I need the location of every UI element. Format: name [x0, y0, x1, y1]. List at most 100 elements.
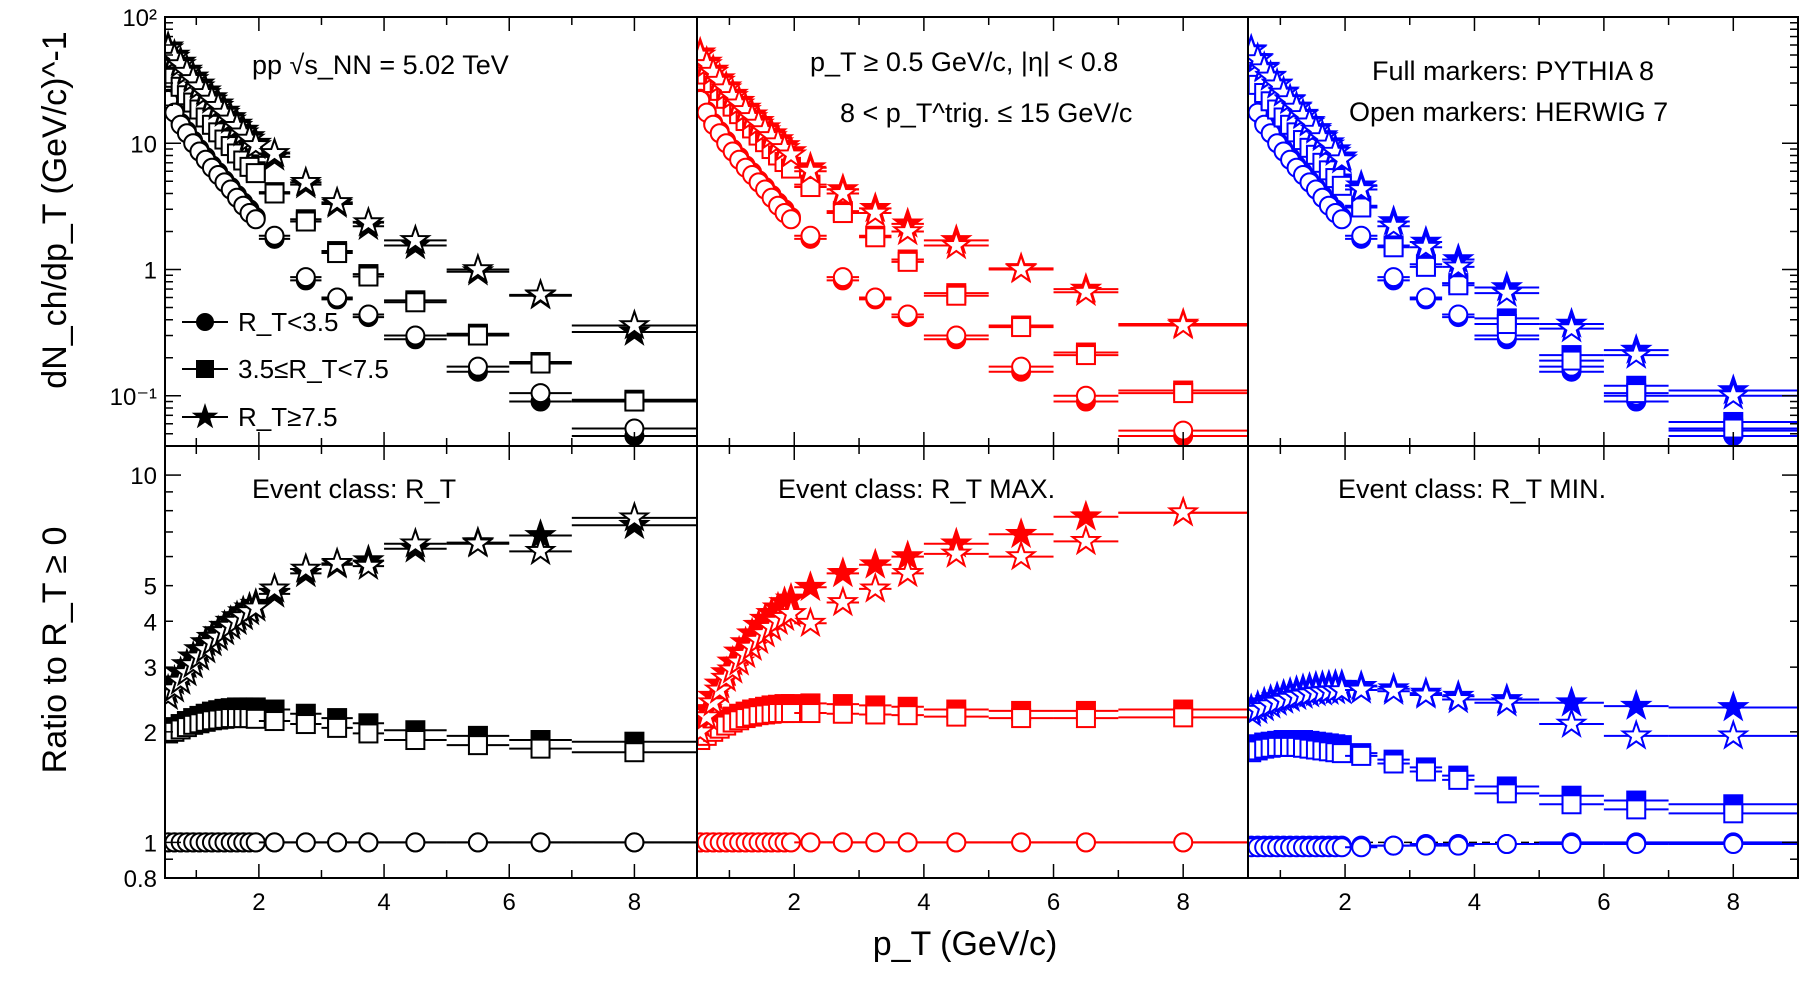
data-point-square	[1448, 769, 1469, 790]
data-point-square	[467, 325, 488, 346]
data-point-star	[239, 590, 273, 622]
data-point-square	[1415, 761, 1436, 782]
data-point-square	[245, 708, 266, 729]
data-point-star	[794, 570, 827, 602]
event-class-middle: Event class: R_T MAX.	[778, 474, 1055, 504]
data-point-star	[891, 556, 924, 588]
data-point-star	[1717, 718, 1750, 750]
data-point-star	[826, 556, 860, 588]
data-point-star	[1490, 275, 1524, 308]
data-point-square	[865, 704, 886, 725]
data-point-star	[289, 165, 323, 197]
data-point-circle	[1415, 287, 1436, 308]
data-point-square	[1496, 314, 1517, 335]
data-point-square	[1075, 345, 1096, 366]
data-point-star	[618, 500, 651, 532]
data-point-star	[1717, 378, 1750, 410]
data-point-star	[1717, 690, 1750, 722]
y-tick-label: 1	[144, 830, 157, 857]
bottom-y-axis-title: Ratio to R_T ≥ 0	[36, 527, 74, 774]
legend-marker-star	[191, 403, 219, 429]
data-point-star	[399, 223, 432, 255]
data-point-square	[1626, 383, 1647, 404]
data-point-star	[461, 252, 495, 284]
data-point-star	[774, 596, 808, 628]
y-tick-label: 2	[144, 720, 157, 747]
data-point-square	[327, 717, 348, 738]
legend-marker-square	[196, 360, 214, 378]
data-point-star	[618, 308, 651, 340]
data-point-circle	[897, 304, 918, 325]
data-point-square	[832, 703, 853, 724]
data-point-star	[1409, 677, 1443, 709]
open-markers-annotation: Open markers: HERWIG 7	[1349, 97, 1668, 127]
data-point-star	[1490, 685, 1524, 717]
event-class-right: Event class: R_T MIN.	[1338, 474, 1606, 504]
data-marks	[165, 29, 1798, 858]
data-point-circle	[865, 287, 886, 308]
data-point-circle	[405, 832, 426, 853]
data-point-square	[530, 738, 551, 759]
y-tick-label: 5	[144, 574, 157, 601]
data-point-square	[467, 735, 488, 756]
axis-ticks: 10² 10 1 10⁻¹ 2 4 6 8 10 5 4 3 2 1 0.8 2 4 6 8 2 4 6 8	[110, 5, 1799, 916]
data-point-circle	[530, 383, 551, 404]
x-tick-label: 2	[1338, 889, 1351, 916]
data-point-circle	[264, 832, 285, 853]
data-point-circle	[1448, 835, 1469, 856]
data-point-square	[624, 391, 645, 412]
data-point-star	[858, 196, 892, 227]
x-tick-label: 4	[917, 889, 930, 916]
data-point-square	[295, 211, 316, 232]
data-point-square	[1075, 708, 1096, 729]
data-point-square	[946, 285, 967, 306]
cuts-annotation-line1: p_T ≥ 0.5 GeV/c, |η| < 0.8	[810, 47, 1118, 77]
data-point-star	[858, 571, 892, 603]
data-point-star	[940, 536, 973, 568]
data-point-circle	[405, 325, 426, 346]
x-tick-label: 2	[788, 889, 801, 916]
data-point-circle	[832, 267, 853, 288]
data-point-square	[1351, 197, 1372, 218]
data-point-square	[897, 251, 918, 272]
data-point-star	[826, 176, 860, 208]
legend-label-circle: R_T<3.5	[238, 307, 338, 337]
y-tick-label: 1	[144, 258, 157, 285]
data-point-star	[352, 205, 385, 237]
data-point-circle	[1561, 834, 1582, 855]
data-point-square	[946, 706, 967, 727]
data-point-star	[1166, 308, 1200, 340]
data-point-circle	[865, 832, 886, 853]
data-point-star	[697, 699, 723, 731]
data-point-star	[1442, 249, 1475, 281]
x-tick-label: 2	[252, 889, 265, 916]
data-point-square	[1448, 275, 1469, 296]
data-point-circle	[1626, 834, 1647, 855]
data-point-star	[461, 526, 495, 558]
data-point-circle	[946, 832, 967, 853]
data-point-square	[1383, 753, 1404, 774]
data-point-star	[1619, 718, 1653, 750]
data-point-circle	[1075, 832, 1096, 853]
data-point-square	[1173, 383, 1194, 404]
data-point-square	[295, 714, 316, 735]
x-tick-label: 4	[377, 889, 390, 916]
x-tick-label: 6	[1597, 889, 1610, 916]
data-point-square	[1415, 256, 1436, 277]
data-point-square	[358, 266, 379, 287]
y-tick-label: 10²	[122, 5, 157, 32]
data-point-square	[1561, 350, 1582, 371]
data-point-square	[1626, 799, 1647, 820]
data-point-star	[794, 154, 827, 186]
data-point-circle	[780, 209, 801, 230]
data-point-star	[289, 551, 323, 583]
legend-label-square: 3.5≤R_T<7.5	[238, 354, 389, 384]
x-axis-title: p_T (GeV/c)	[873, 925, 1058, 963]
data-point-circle	[467, 832, 488, 853]
data-point-circle	[1351, 837, 1372, 858]
data-point-circle	[1331, 209, 1352, 230]
data-point-star	[1344, 172, 1378, 204]
data-point-square	[624, 742, 645, 763]
data-point-star	[1619, 688, 1653, 720]
data-point-circle	[624, 832, 645, 853]
